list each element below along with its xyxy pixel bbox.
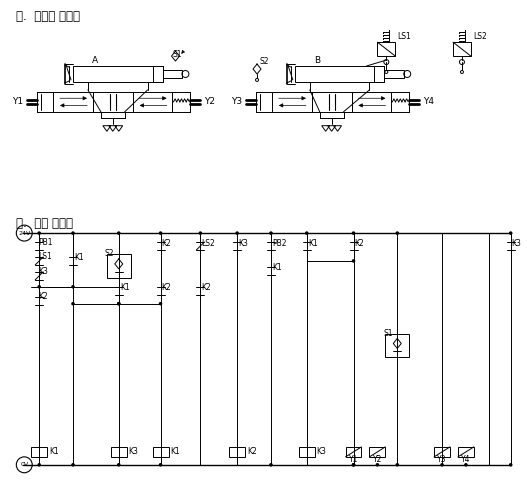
Circle shape — [71, 285, 75, 289]
Bar — [229, 447, 245, 457]
Bar — [153, 447, 169, 457]
Text: K3: K3 — [38, 268, 48, 277]
Text: 나.  전기 회로도: 나. 전기 회로도 — [16, 217, 73, 230]
Text: K3: K3 — [238, 238, 248, 247]
Bar — [299, 447, 315, 457]
Bar — [53, 92, 93, 112]
Bar — [133, 92, 172, 112]
Text: Y1: Y1 — [12, 97, 23, 106]
Bar — [377, 42, 395, 56]
Text: PB1: PB1 — [38, 237, 53, 246]
Text: Y3: Y3 — [231, 97, 242, 106]
Bar — [384, 70, 404, 78]
Circle shape — [159, 463, 162, 466]
Circle shape — [352, 463, 355, 466]
Circle shape — [159, 231, 162, 235]
Circle shape — [464, 463, 468, 466]
Text: K1: K1 — [74, 254, 84, 263]
Text: K3: K3 — [129, 447, 139, 456]
Bar — [31, 447, 47, 457]
Circle shape — [117, 231, 121, 235]
Bar — [312, 92, 352, 112]
Text: 24V: 24V — [18, 230, 31, 235]
Text: K2: K2 — [162, 283, 171, 292]
Bar — [93, 92, 133, 112]
Text: 가.  공기압 회로도: 가. 공기압 회로도 — [16, 11, 80, 24]
Text: 0V: 0V — [20, 462, 28, 467]
Bar — [111, 447, 126, 457]
Bar — [346, 447, 362, 457]
Text: B: B — [314, 56, 320, 65]
Circle shape — [117, 302, 121, 306]
Circle shape — [352, 463, 355, 466]
Circle shape — [71, 231, 75, 235]
Text: LS1: LS1 — [397, 32, 411, 41]
Text: Y2: Y2 — [373, 455, 382, 464]
Text: K3: K3 — [512, 238, 522, 247]
Circle shape — [305, 231, 309, 235]
Circle shape — [395, 463, 399, 466]
Bar — [295, 66, 384, 82]
Circle shape — [117, 302, 121, 306]
Text: PB2: PB2 — [272, 238, 287, 247]
Bar — [374, 66, 384, 82]
Circle shape — [376, 463, 379, 466]
Bar — [272, 92, 312, 112]
Circle shape — [395, 231, 399, 235]
Circle shape — [236, 231, 239, 235]
Text: Y3: Y3 — [437, 455, 447, 464]
Text: Y1: Y1 — [349, 455, 358, 464]
Text: A: A — [92, 56, 98, 65]
Text: K1: K1 — [308, 238, 317, 247]
Text: S2: S2 — [105, 249, 114, 259]
Circle shape — [509, 231, 512, 235]
Text: LS1: LS1 — [38, 253, 52, 262]
Text: LS2: LS2 — [201, 238, 215, 247]
Text: K2: K2 — [38, 292, 48, 301]
Bar — [153, 66, 162, 82]
Circle shape — [509, 463, 512, 466]
Bar — [73, 66, 162, 82]
Text: K1: K1 — [171, 447, 180, 456]
Circle shape — [37, 231, 41, 235]
Circle shape — [37, 463, 41, 466]
Text: Y4: Y4 — [423, 97, 434, 106]
Text: Y2: Y2 — [204, 97, 216, 106]
Bar — [385, 334, 409, 357]
Text: K2: K2 — [247, 447, 257, 456]
Circle shape — [269, 231, 273, 235]
Bar — [434, 447, 450, 457]
Circle shape — [37, 285, 41, 289]
Text: K2: K2 — [355, 238, 364, 247]
Text: Y4: Y4 — [461, 455, 471, 464]
Circle shape — [352, 231, 355, 235]
Text: S1: S1 — [383, 329, 393, 338]
Text: K1: K1 — [49, 447, 59, 456]
Bar — [453, 42, 471, 56]
Circle shape — [440, 463, 444, 466]
Circle shape — [71, 302, 75, 306]
Circle shape — [117, 463, 121, 466]
Bar — [369, 447, 385, 457]
Text: S1: S1 — [172, 50, 182, 59]
Circle shape — [71, 463, 75, 466]
Text: K2: K2 — [201, 283, 211, 292]
Text: S2: S2 — [259, 57, 269, 66]
Circle shape — [159, 302, 162, 306]
Bar — [162, 70, 182, 78]
Bar — [352, 92, 392, 112]
Circle shape — [352, 259, 355, 263]
Text: K1: K1 — [120, 283, 130, 292]
Text: LS2: LS2 — [473, 32, 486, 41]
Bar — [107, 254, 131, 278]
Text: K3: K3 — [317, 447, 327, 456]
Circle shape — [199, 231, 202, 235]
Circle shape — [269, 463, 273, 466]
Text: K2: K2 — [162, 238, 171, 247]
Bar — [458, 447, 474, 457]
Text: K1: K1 — [272, 264, 282, 273]
